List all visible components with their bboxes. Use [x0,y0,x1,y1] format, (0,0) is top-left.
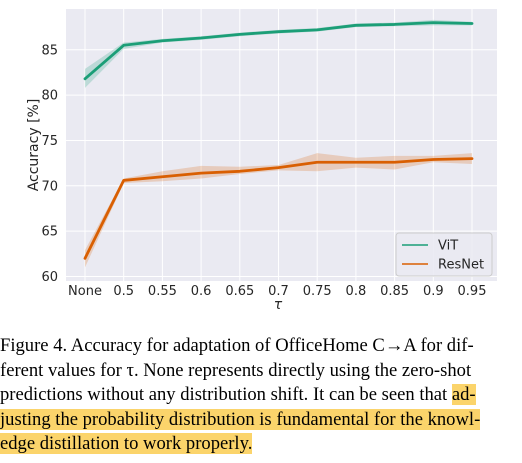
caption-text: Figure 4. Accuracy for adaptation of Off… [0,335,474,356]
y-tick-label: 85 [41,43,58,58]
x-axis-label: τ [274,297,283,313]
band-vit [85,19,472,88]
x-tick-label: 0.65 [225,284,254,299]
x-tick-label: 0.5 [113,284,134,299]
confidence-bands [85,19,472,268]
line-resnet [83,157,474,260]
x-tick-label: 0.7 [268,284,289,299]
caption-text: ferent values for τ. None represents dir… [0,359,472,381]
figure-caption: Figure 4. Accuracy for adaptation of Off… [0,334,522,457]
x-tick-label: 0.6 [191,284,212,299]
line-vit [83,21,474,81]
caption-text: predictions without any distribution shi… [0,384,452,405]
x-tick-label: 0.85 [380,284,409,299]
y-tick-label: 70 [41,179,58,194]
caption-line: Figure 4. Accuracy for adaptation of Off… [0,334,522,359]
caption-line: ferent values for τ. None represents dir… [0,359,522,384]
legend-label-resnet: ResNet [438,258,484,273]
caption-line: edge distillation to work properly. [0,432,522,457]
grid-lines [66,9,497,281]
y-axis-label: Accuracy [%] [26,99,42,192]
y-tick-label: 80 [41,89,58,104]
x-tick-label: None [68,284,102,299]
highlighted-text: justing the probability distribution is … [0,408,481,430]
series-lines [83,21,474,260]
y-tick-labels: 60 65 70 75 80 85 [41,43,58,285]
y-tick-label: 60 [41,270,58,285]
highlighted-text: ad- [451,384,476,405]
legend: ViT ResNet [395,232,493,277]
accuracy-line-chart: 60 65 70 75 80 85 None 0.5 0.55 0.6 0.65 0.7 0.75 0.… [26,9,497,313]
legend-label-vit: ViT [438,239,458,254]
caption-line: predictions without any distribution shi… [0,383,522,408]
y-tick-label: 65 [41,225,58,240]
highlighted-text: edge distillation to work properly. [0,433,253,454]
x-tick-label: 0.75 [303,284,332,299]
x-tick-label: 0.95 [458,284,487,299]
y-tick-label: 75 [41,134,58,149]
x-tick-label: 0.8 [346,284,367,299]
x-tick-labels: None 0.5 0.55 0.6 0.65 0.7 0.75 0.8 0.85 0.9 0.95 [68,284,486,299]
caption-line: justing the probability distribution is … [0,408,522,433]
x-tick-label: 0.9 [423,284,444,299]
legend-box [395,232,493,277]
x-tick-label: 0.55 [148,284,177,299]
